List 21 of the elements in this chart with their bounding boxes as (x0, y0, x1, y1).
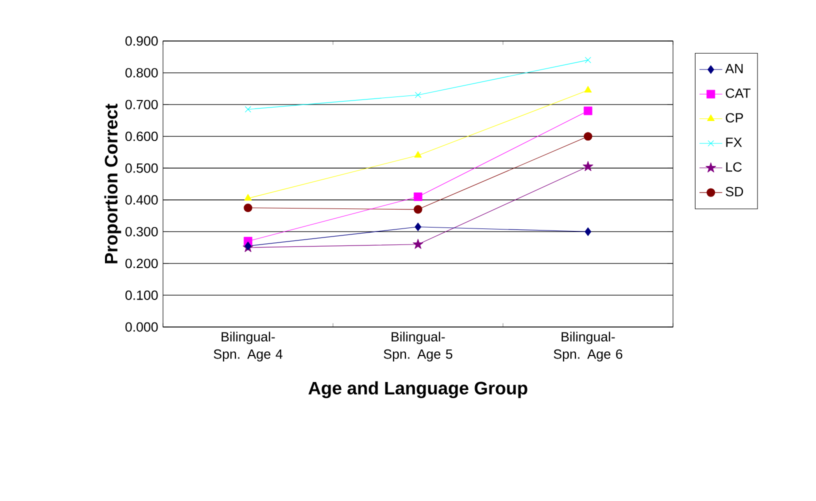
y-tick-label: 0.500 (125, 163, 158, 173)
legend-label: LC (726, 162, 742, 172)
y-tick-label: 0.700 (125, 100, 158, 110)
y-tick-label: 0.100 (125, 290, 158, 300)
legend-label: CAT (726, 88, 751, 98)
y-axis-title: Proportion Correct (104, 104, 122, 264)
x-tick-label: Bilingual-Spn. Age 4 (214, 332, 282, 362)
y-tick-label: 0.800 (125, 68, 158, 78)
legend-label: CP (726, 113, 743, 123)
y-tick-label: 0.300 (125, 226, 158, 236)
y-tick-label: 0.000 (125, 322, 158, 332)
legend-label: FX (726, 138, 742, 147)
y-tick-label: 0.400 (125, 195, 158, 205)
y-tick-label: 0.600 (125, 132, 158, 142)
legend-label: AN (725, 64, 743, 74)
x-tick-label: Bilingual-Spn. Age 6 (554, 332, 622, 362)
y-tick-label: 0.200 (125, 258, 158, 268)
x-axis-title: Age and Language Group (308, 381, 528, 398)
legend-label: SD (726, 186, 744, 196)
x-tick-label: Bilingual-Spn. Age 5 (384, 332, 452, 362)
y-tick-label: 0.900 (125, 36, 158, 46)
